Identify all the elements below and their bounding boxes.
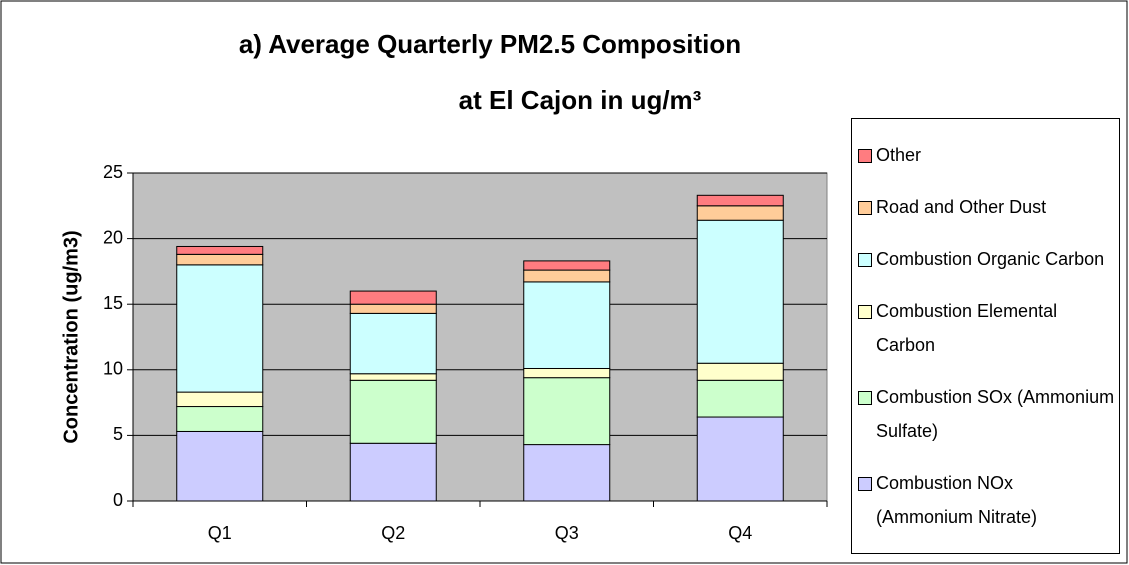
y-tick-label: 5 bbox=[113, 424, 123, 444]
legend-label: Combustion Elemental Carbon bbox=[876, 301, 1058, 355]
bar-segment bbox=[349, 379, 437, 444]
bar-segment bbox=[349, 373, 437, 381]
bar-segment bbox=[696, 416, 784, 502]
legend-item: Combustion Organic Carbon bbox=[858, 242, 1115, 276]
bar-segment bbox=[523, 281, 611, 369]
y-tick-label: 10 bbox=[103, 359, 123, 379]
bar-segment bbox=[696, 194, 784, 207]
legend-swatch bbox=[858, 253, 872, 267]
y-tick-label: 15 bbox=[103, 293, 123, 313]
legend-label: Other bbox=[876, 145, 922, 165]
legend-swatch bbox=[858, 149, 872, 163]
legend-item: Combustion SOx (Ammonium Sulfate) bbox=[858, 380, 1115, 448]
legend-item: Road and Other Dust bbox=[858, 190, 1115, 224]
bar-segment bbox=[176, 391, 264, 408]
bar-segment bbox=[523, 444, 611, 502]
bar-segment bbox=[176, 406, 264, 432]
x-tick-label: Q3 bbox=[555, 523, 579, 543]
legend-label: Combustion Organic Carbon bbox=[876, 249, 1105, 269]
bar-segment bbox=[349, 442, 437, 502]
bar-segment bbox=[523, 367, 611, 379]
legend-swatch bbox=[858, 477, 872, 491]
bar-segment bbox=[349, 290, 437, 305]
bar-segment bbox=[696, 379, 784, 418]
legend-swatch bbox=[858, 391, 872, 405]
legend-label: Combustion NOx (Ammonium Nitrate) bbox=[876, 473, 1038, 527]
y-tick-label: 0 bbox=[113, 490, 123, 510]
bar-segment bbox=[349, 303, 437, 314]
legend: Other Road and Other Dust Combustion Organ… bbox=[851, 118, 1120, 554]
legend-item: Combustion NOx (Ammonium Nitrate) bbox=[858, 466, 1115, 534]
bar-segment bbox=[176, 430, 264, 502]
legend-item: Other bbox=[858, 138, 1115, 172]
x-tick-label: Q2 bbox=[381, 523, 405, 543]
y-tick-label: 25 bbox=[103, 162, 123, 182]
legend-label: Road and Other Dust bbox=[876, 197, 1047, 217]
bar-segment bbox=[523, 260, 611, 271]
legend-label: Combustion SOx (Ammonium Sulfate) bbox=[876, 387, 1115, 441]
y-tick-label: 20 bbox=[103, 227, 123, 247]
bar-segment bbox=[696, 362, 784, 381]
legend-item: Combustion Elemental Carbon bbox=[858, 294, 1115, 362]
bar-segment bbox=[523, 269, 611, 283]
legend-swatch bbox=[858, 201, 872, 215]
bar-segment bbox=[696, 205, 784, 221]
bar-segment bbox=[176, 264, 264, 393]
bar-segment bbox=[176, 253, 264, 266]
chart-title: a) Average Quarterly PM2.5 Composition bbox=[239, 29, 741, 59]
bar-segment bbox=[696, 219, 784, 364]
y-axis-label: Concentration (ug/m3) bbox=[60, 230, 82, 443]
x-tick-label: Q1 bbox=[208, 523, 232, 543]
legend-swatch bbox=[858, 305, 872, 319]
bar-segment bbox=[523, 377, 611, 446]
x-tick-label: Q4 bbox=[728, 523, 752, 543]
bar-segment bbox=[349, 312, 437, 375]
bar-segment bbox=[176, 245, 264, 255]
chart-title: at El Cajon in ug/m³ bbox=[459, 85, 702, 115]
